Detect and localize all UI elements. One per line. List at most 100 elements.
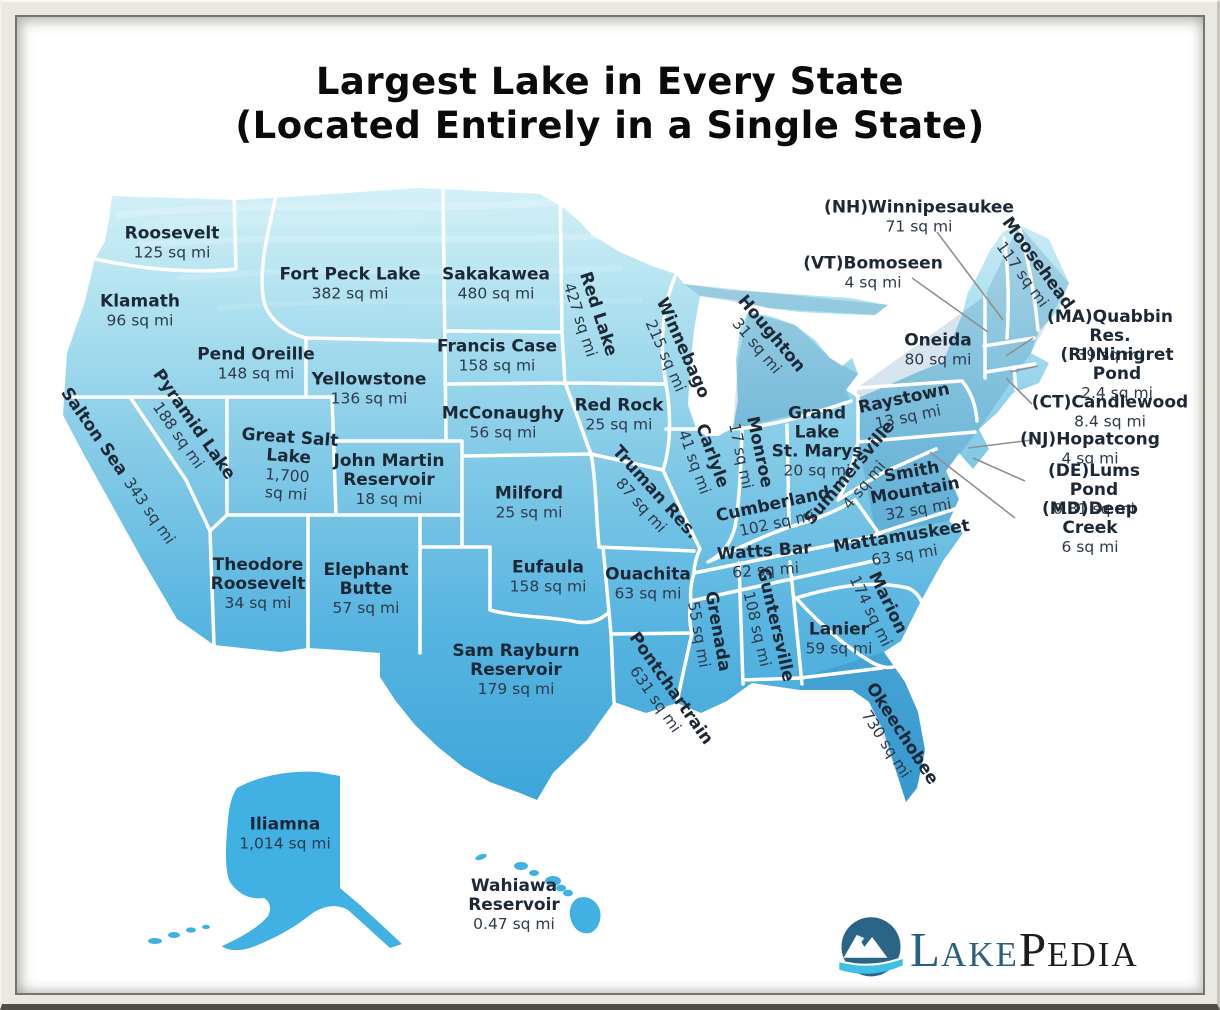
lake-size: 158 sq mi	[509, 577, 587, 596]
lake-size: 96 sq mi	[106, 311, 174, 330]
lake-name: (NH)Winnipesaukee	[824, 197, 1014, 218]
lake-label-tx: Sam Rayburn Reservoir 179 sq mi	[452, 640, 580, 698]
lake-size: 18 sq mi	[355, 489, 423, 508]
lake-size: 4 sq mi	[1061, 449, 1119, 468]
callout-nj: (NJ)Hopatcong 4 sq mi	[1020, 429, 1160, 468]
lake-name: Ouachita	[605, 564, 691, 585]
lake-label-mi: Houghton 31 sq mi	[719, 291, 809, 388]
lake-name: Salton Sea	[56, 383, 132, 480]
lake-size: 20 sq mi	[783, 461, 851, 480]
lake-size: 63 sq mi	[614, 584, 682, 603]
lake-name: McConaughy	[441, 403, 565, 424]
lake-size: 148 sq mi	[217, 364, 295, 383]
aleutian-islands	[148, 924, 210, 944]
lake-label-nv: Pyramid Lake 188 sq mi	[133, 365, 239, 494]
lake-label-fl: Okeechobee 730 sq mi	[846, 679, 943, 799]
lake-name: Sakakawea	[442, 264, 550, 285]
callout-leader-lines	[911, 231, 1039, 519]
lake-name: Roosevelt	[124, 223, 220, 244]
lake-size: 4 sq mi	[844, 273, 902, 292]
lake-name: (MD)Deep Creek	[1042, 498, 1138, 538]
lake-size: 39 sq mi	[1076, 345, 1144, 364]
lake-size: 25 sq mi	[495, 503, 563, 522]
lake-size: 2.4 sq mi	[1081, 383, 1153, 402]
lake-size: 136 sq mi	[330, 389, 408, 408]
lake-label-az: Theodore Roosevelt 34 sq mi	[210, 554, 306, 612]
lake-ontario	[900, 299, 962, 336]
lake-size: 125 sq mi	[133, 243, 211, 262]
lake-label-mt: Fort Peck Lake 382 sq mi	[279, 265, 420, 303]
lake-label-wy: Yellowstone 136 sq mi	[311, 369, 427, 408]
lake-label-pa: Raystown 13 sq mi	[856, 379, 956, 436]
lake-label-hi: Wahiawa Reservoir 0.47 sq mi	[468, 876, 560, 933]
lake-label-co: John Martin Reservoir 18 sq mi	[334, 451, 445, 508]
lake-name: Pend Oreille	[197, 344, 315, 365]
page-title: Largest Lake in Every State (Located Ent…	[0, 60, 1220, 149]
lake-size: 57 sq mi	[332, 598, 400, 617]
lakepedia-logo-icon	[839, 917, 903, 977]
logo-word1-cap: L	[910, 921, 941, 977]
title-line1: Largest Lake in Every State	[315, 60, 905, 103]
lake-name: Yellowstone	[311, 369, 427, 390]
lake-name: Eufaula	[512, 557, 584, 578]
lake-name: Grand Lake St. Marys	[771, 403, 863, 462]
lake-label-wi: Winnebago 215 sq mi	[635, 295, 714, 409]
lake-label-ks: Milford 25 sq mi	[494, 483, 564, 522]
lake-name: Elephant Butte	[323, 559, 409, 599]
lake-name: Lanier	[808, 619, 870, 640]
callout-de: (DE)Lums Pond 0.31 sq mi	[1031, 461, 1157, 518]
lake-label-il: Carlyle 41 sq mi	[674, 421, 733, 497]
callout-nh: (NH)Winnipesaukee 71 sq mi	[824, 197, 1014, 236]
callout-vt: (VT)Bomoseen 4 sq mi	[803, 253, 943, 292]
lake-label-id: Pend Oreille 148 sq mi	[197, 344, 315, 383]
lake-size: 343 sq mi	[120, 474, 179, 548]
lake-size: 25 sq mi	[585, 415, 653, 434]
lake-label-nm: Elephant Butte 57 sq mi	[323, 559, 409, 617]
lake-label-ny: Oneida 80 sq mi	[904, 330, 972, 369]
hawaii-islands	[475, 853, 601, 934]
lake-label-or: Klamath 96 sq mi	[100, 292, 180, 330]
lake-label-nc: Mattamuskeet 63 sq mi	[832, 516, 974, 575]
lake-label-sd: Francis Case 158 sq mi	[436, 336, 558, 375]
callout-md: (MD)Deep Creek 6 sq mi	[1025, 498, 1155, 556]
lake-label-ut: Great Salt Lake 1,700 sq mi	[237, 424, 339, 506]
lake-size: 1,700 sq mi	[264, 465, 311, 505]
lakepedia-logo: LAKEPEDIA	[836, 914, 1139, 984]
lake-name: Theodore Roosevelt	[210, 554, 306, 594]
lake-name: (NJ)Hopatcong	[1020, 429, 1160, 450]
lake-name: Milford	[494, 483, 564, 504]
lake-size: 158 sq mi	[458, 356, 536, 375]
lake-label-oh: Grand Lake St. Marys 20 sq mi	[771, 403, 863, 480]
logo-word1-rest: AKE	[940, 934, 1019, 974]
callout-ma: (MA)Quabbin Res. 39 sq mi	[1047, 307, 1173, 364]
lake-size: 480 sq mi	[457, 284, 535, 303]
lake-size: 6 sq mi	[1061, 537, 1119, 556]
lake-name: (VT)Bomoseen	[803, 253, 943, 274]
lake-size: 80 sq mi	[904, 350, 972, 369]
us-mainland	[63, 188, 1069, 802]
lake-size: 179 sq mi	[477, 679, 555, 698]
lake-label-ak: Iliamna 1,014 sq mi	[239, 815, 331, 853]
lake-label-ne: McConaughy 56 sq mi	[441, 403, 565, 442]
alaska	[222, 771, 402, 951]
lake-label-ok: Eufaula 158 sq mi	[509, 557, 587, 596]
lake-size: 56 sq mi	[469, 423, 537, 442]
callout-ri: (RI)Ninigret Pond 2.4 sq mi	[1060, 344, 1174, 402]
logo-word2-cap: P	[1018, 921, 1048, 977]
lake-name: Francis Case	[436, 336, 558, 357]
lake-size: 34 sq mi	[224, 593, 292, 612]
lake-label-ar: Ouachita 63 sq mi	[605, 564, 691, 603]
lake-label-nd: Sakakawea 480 sq mi	[442, 264, 550, 303]
lake-name: Oneida	[904, 330, 972, 351]
lake-name: Sam Rayburn Reservoir	[452, 640, 580, 680]
lake-label-ia: Red Rock 25 sq mi	[574, 395, 664, 434]
lake-size: 8.4 sq mi	[1074, 412, 1146, 431]
lake-size: 382 sq mi	[311, 284, 389, 303]
lake-name: Red Rock	[574, 395, 664, 416]
lake-size: 71 sq mi	[885, 217, 953, 236]
lake-name: (RI)Ninigret Pond	[1060, 344, 1174, 384]
state-borders	[56, 185, 1040, 705]
